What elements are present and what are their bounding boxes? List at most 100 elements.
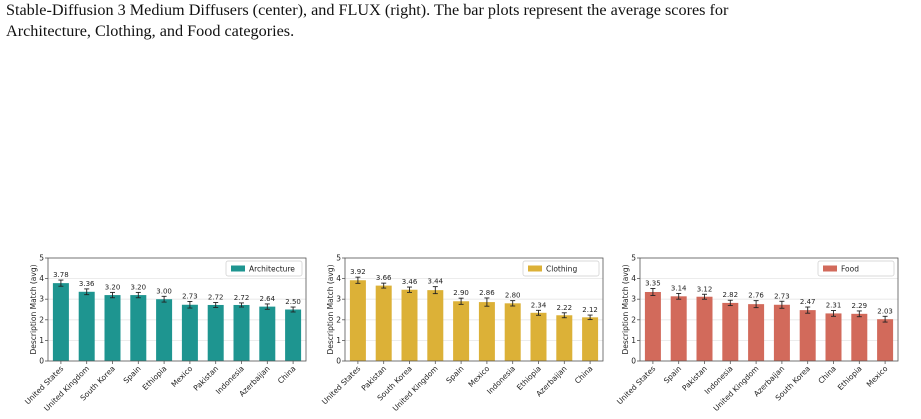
y-axis-label: Description Match (avg): [326, 264, 335, 354]
legend-label: Architecture: [249, 265, 295, 274]
x-tick-label: United Kingdom: [391, 364, 440, 413]
value-label: 2.73: [182, 292, 198, 300]
x-tick-label: United States: [615, 364, 657, 406]
value-label: 3.66: [376, 274, 392, 282]
value-label: 3.14: [671, 284, 687, 292]
y-tick-label: 5: [631, 254, 636, 263]
x-tick-label: Ethiopia: [836, 364, 864, 392]
bar: [851, 313, 868, 361]
value-label: 2.50: [285, 298, 301, 306]
bar: [478, 302, 495, 361]
value-label: 3.36: [79, 280, 95, 288]
legend-label: Food: [841, 265, 859, 274]
bar: [877, 319, 894, 361]
value-label: 3.20: [105, 283, 121, 291]
x-tick-label: Mexico: [865, 364, 890, 389]
bar: [233, 304, 250, 361]
value-label: 3.92: [350, 268, 366, 276]
value-label: 3.44: [428, 278, 444, 286]
bar: [427, 290, 444, 361]
x-tick-label: China: [573, 364, 595, 386]
value-label: 2.72: [234, 294, 250, 302]
bar: [799, 310, 816, 361]
value-label: 3.35: [645, 279, 661, 287]
y-tick-label: 1: [336, 336, 341, 345]
value-label: 2.31: [826, 302, 842, 310]
bar: [748, 304, 765, 361]
y-tick-label: 3: [39, 295, 44, 304]
bar: [375, 285, 392, 361]
value-label: 2.12: [582, 306, 598, 314]
legend-box: [225, 260, 303, 277]
value-label: 3.78: [53, 271, 69, 279]
value-label: 2.90: [453, 289, 469, 297]
y-tick-label: 1: [39, 336, 44, 345]
bar: [285, 309, 302, 361]
x-tick-label: Spain: [122, 364, 143, 385]
bar: [52, 283, 69, 361]
x-tick-label: United Kingdom: [712, 364, 761, 413]
plot-frame: [344, 257, 604, 362]
value-label: 2.86: [479, 289, 495, 297]
value-label: 2.22: [557, 304, 573, 312]
value-label: 2.29: [852, 302, 868, 310]
x-tick-label: China: [816, 364, 838, 386]
bar: [130, 295, 147, 361]
bar: [207, 304, 224, 361]
y-tick-label: 0: [336, 357, 341, 366]
figure-caption: Stable-Diffusion 3 Medium Diffusers (cen…: [6, 0, 916, 42]
bar: [349, 280, 366, 361]
bar: [670, 296, 687, 361]
y-tick-label: 2: [336, 315, 341, 324]
value-label: 2.72: [208, 293, 224, 301]
value-label: 2.76: [748, 292, 764, 300]
y-tick-label: 0: [39, 357, 44, 366]
y-axis-label: Description Match (avg): [621, 264, 630, 354]
bar: [825, 313, 842, 361]
caption-line-1: Stable-Diffusion 3 Medium Diffusers (cen…: [6, 1, 729, 19]
bar: [504, 303, 521, 361]
bar: [696, 296, 713, 361]
legend-swatch: [823, 265, 837, 272]
y-tick-label: 3: [631, 295, 636, 304]
bar: [722, 302, 739, 361]
bar: [156, 299, 173, 361]
x-tick-label: Indonesia: [485, 364, 517, 396]
value-label: 2.47: [800, 298, 816, 306]
y-tick-label: 4: [631, 274, 636, 283]
value-label: 2.80: [505, 292, 521, 300]
x-tick-label: United Kingdom: [42, 364, 91, 413]
caption-line-2: Architecture, Clothing, and Food categor…: [6, 22, 295, 40]
legend-box: [817, 260, 895, 277]
x-tick-label: Ethiopia: [141, 364, 169, 392]
value-label: 2.73: [774, 292, 790, 300]
x-tick-label: Mexico: [466, 364, 491, 389]
x-tick-label: Mexico: [169, 364, 194, 389]
value-label: 3.46: [402, 278, 418, 286]
bar: [104, 295, 121, 361]
legend-swatch: [528, 265, 542, 272]
y-tick-label: 5: [336, 254, 341, 263]
y-tick-label: 5: [39, 254, 44, 263]
bar: [259, 306, 276, 361]
value-label: 2.64: [260, 295, 276, 303]
x-tick-label: Spain: [662, 364, 683, 385]
value-label: 2.03: [877, 307, 893, 315]
y-tick-label: 4: [336, 274, 341, 283]
value-label: 2.82: [723, 291, 739, 299]
bar: [556, 315, 573, 361]
y-tick-label: 2: [39, 315, 44, 324]
bar: [78, 291, 95, 361]
bar: [530, 312, 547, 361]
y-axis-label: Description Match (avg): [29, 264, 38, 354]
value-label: 2.34: [531, 301, 547, 309]
legend-swatch: [231, 265, 245, 272]
value-label: 3.20: [131, 283, 147, 291]
legend-box: [522, 260, 600, 277]
y-tick-label: 1: [631, 336, 636, 345]
value-label: 3.00: [156, 287, 172, 295]
